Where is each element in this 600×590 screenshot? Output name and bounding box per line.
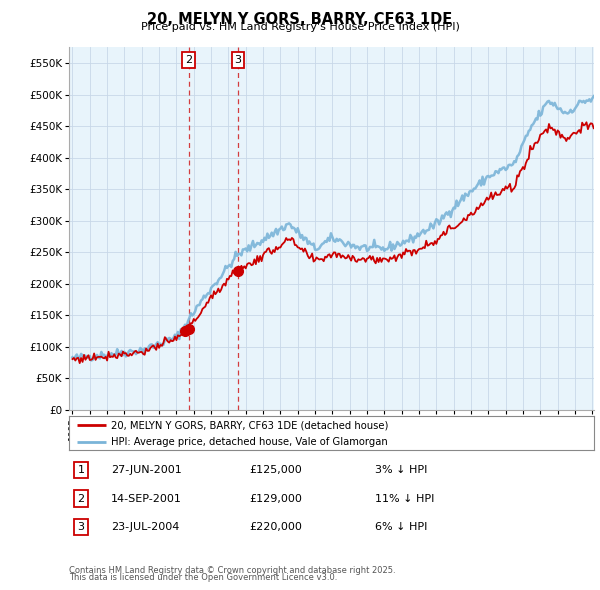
Text: 14-SEP-2001: 14-SEP-2001 [111,494,182,503]
Text: 2: 2 [77,494,85,503]
Text: £125,000: £125,000 [249,466,302,475]
Text: This data is licensed under the Open Government Licence v3.0.: This data is licensed under the Open Gov… [69,573,337,582]
Text: 1: 1 [77,466,85,475]
Text: 23-JUL-2004: 23-JUL-2004 [111,522,179,532]
Text: £220,000: £220,000 [249,522,302,532]
Text: 27-JUN-2001: 27-JUN-2001 [111,466,182,475]
Text: Contains HM Land Registry data © Crown copyright and database right 2025.: Contains HM Land Registry data © Crown c… [69,566,395,575]
Text: 20, MELYN Y GORS, BARRY, CF63 1DE (detached house): 20, MELYN Y GORS, BARRY, CF63 1DE (detac… [111,420,388,430]
Text: HPI: Average price, detached house, Vale of Glamorgan: HPI: Average price, detached house, Vale… [111,437,388,447]
Text: 3: 3 [235,55,242,65]
Text: Price paid vs. HM Land Registry's House Price Index (HPI): Price paid vs. HM Land Registry's House … [140,22,460,32]
Text: 11% ↓ HPI: 11% ↓ HPI [375,494,434,503]
Text: 3: 3 [77,522,85,532]
Text: 20, MELYN Y GORS, BARRY, CF63 1DE: 20, MELYN Y GORS, BARRY, CF63 1DE [148,12,452,27]
Text: 3% ↓ HPI: 3% ↓ HPI [375,466,427,475]
Text: £129,000: £129,000 [249,494,302,503]
Text: 2: 2 [185,55,192,65]
Text: 6% ↓ HPI: 6% ↓ HPI [375,522,427,532]
